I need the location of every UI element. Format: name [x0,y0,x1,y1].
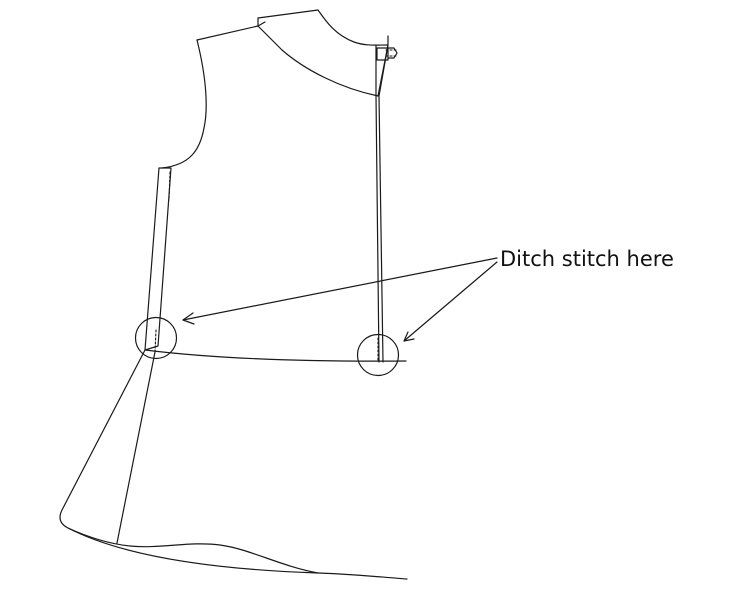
arrowhead-center-icon [403,331,415,342]
collar-buttonhole [387,47,398,59]
side-seam-stitching [168,171,171,201]
bodice-shoulder-line [196,25,259,41]
callout-arrow-center [403,261,498,342]
skirt-side-seam [116,351,156,544]
arrowhead-side-icon [182,312,195,325]
center-waist-highlight-circle [356,333,400,377]
placket-edge [378,44,389,363]
collar-button-icon [376,47,389,61]
side-waist-stitching [154,329,157,353]
collar-inner-edge [257,21,266,27]
skirt-side-edge [59,349,408,580]
waist-seam [144,349,407,362]
bodice-side-seam [144,167,172,351]
collar [257,9,389,97]
callout-label: Ditch stitch here [500,247,674,271]
callout-arrow-side [182,257,498,321]
center-front-line [375,44,380,363]
side-waist-highlight-circle [134,316,178,360]
bodice-armhole [161,39,207,169]
skirt-hem-wave [67,527,319,574]
